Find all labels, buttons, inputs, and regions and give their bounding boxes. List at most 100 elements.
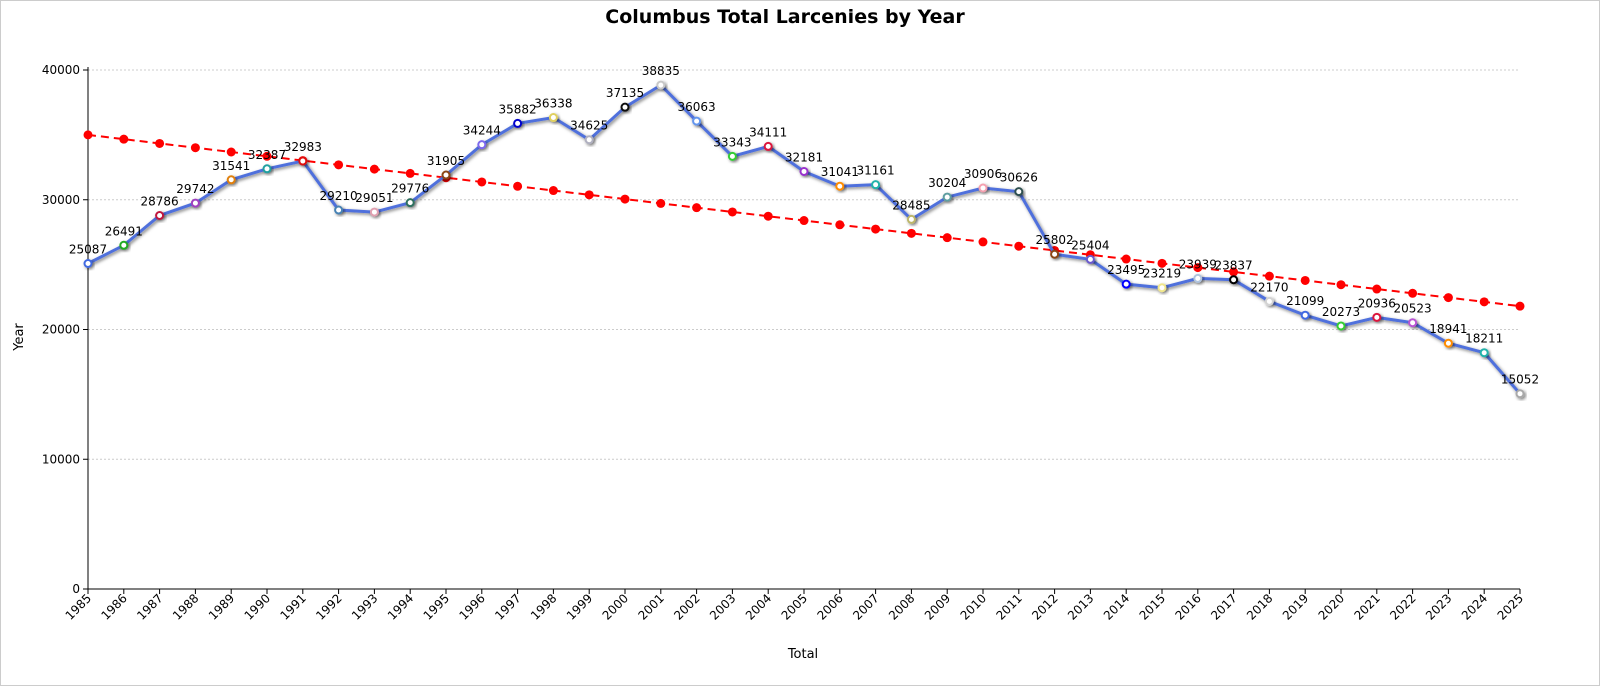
data-point xyxy=(1372,312,1382,322)
data-point xyxy=(226,175,236,185)
data-point xyxy=(1515,389,1525,399)
data-point xyxy=(1121,279,1131,289)
trend-point xyxy=(620,194,630,204)
trend-point xyxy=(226,147,236,157)
data-label: 26491 xyxy=(105,224,143,238)
trend-point xyxy=(799,216,809,226)
trend-point xyxy=(727,207,737,217)
x-tick-label: 1990 xyxy=(242,591,273,622)
data-label: 20523 xyxy=(1394,302,1432,316)
data-label: 30626 xyxy=(1000,171,1038,185)
trend-point xyxy=(942,233,952,243)
data-label: 34625 xyxy=(570,119,608,133)
data-label: 34111 xyxy=(749,125,787,139)
chart-title: Columbus Total Larcenies by Year xyxy=(605,6,965,28)
y-tick-label: 30000 xyxy=(42,193,80,207)
data-label: 33343 xyxy=(713,135,751,149)
data-point xyxy=(978,183,988,193)
x-tick-label: 2007 xyxy=(850,591,881,622)
trend-point xyxy=(262,151,272,161)
data-point xyxy=(441,170,451,180)
y-tick-label: 0 xyxy=(72,582,80,596)
trend-point xyxy=(871,224,881,234)
data-label: 32983 xyxy=(284,140,322,154)
trend-point xyxy=(1229,267,1239,277)
data-label: 18941 xyxy=(1429,322,1467,336)
data-label: 37135 xyxy=(606,86,644,100)
data-label: 31161 xyxy=(857,164,895,178)
data-point xyxy=(942,192,952,202)
data-point xyxy=(155,211,165,221)
data-point xyxy=(83,258,93,268)
trend-point xyxy=(835,220,845,230)
x-tick-label: 2015 xyxy=(1137,591,1168,622)
data-point xyxy=(906,214,916,224)
data-label: 30906 xyxy=(964,167,1002,181)
x-tick-label: 2019 xyxy=(1280,591,1311,622)
x-tick-label: 1988 xyxy=(170,591,201,622)
data-point xyxy=(799,166,809,176)
trend-point xyxy=(1443,293,1453,303)
data-label: 29051 xyxy=(355,191,393,205)
data-point xyxy=(1408,318,1418,328)
trend-point xyxy=(334,160,344,170)
data-point xyxy=(763,141,773,151)
trend-point xyxy=(692,203,702,213)
data-point xyxy=(1193,273,1203,283)
data-point xyxy=(298,156,308,166)
data-point xyxy=(1085,254,1095,264)
data-label: 28485 xyxy=(892,198,930,212)
x-tick-label: 1995 xyxy=(421,591,452,622)
data-point xyxy=(1336,321,1346,331)
data-point xyxy=(190,198,200,208)
trend-point xyxy=(1157,258,1167,268)
x-tick-label: 2013 xyxy=(1065,591,1096,622)
data-point xyxy=(692,116,702,126)
trend-point xyxy=(763,211,773,221)
x-tick-label: 2005 xyxy=(779,591,810,622)
trend-point xyxy=(1193,263,1203,273)
data-point xyxy=(1300,310,1310,320)
data-point xyxy=(1050,249,1060,259)
data-point xyxy=(1157,283,1167,293)
data-label: 28786 xyxy=(141,195,179,209)
trend-point xyxy=(405,168,415,178)
trend-point xyxy=(1479,297,1489,307)
data-point xyxy=(1014,187,1024,197)
trend-point xyxy=(906,228,916,238)
trend-point xyxy=(83,130,93,140)
data-label: 31041 xyxy=(821,165,859,179)
data-label: 29776 xyxy=(391,182,429,196)
x-tick-label: 2018 xyxy=(1244,591,1275,622)
x-tick-label: 1997 xyxy=(492,591,523,622)
x-tick-label: 2010 xyxy=(958,591,989,622)
trend-point xyxy=(548,186,558,196)
trend-point xyxy=(155,138,165,148)
data-label: 22170 xyxy=(1250,280,1288,294)
data-point xyxy=(262,164,272,174)
data-label: 15052 xyxy=(1501,373,1539,387)
data-label: 20273 xyxy=(1322,305,1360,319)
data-label: 36338 xyxy=(534,97,572,111)
trend-point xyxy=(369,164,379,174)
data-label: 38835 xyxy=(642,64,680,78)
trend-point xyxy=(190,143,200,153)
data-point xyxy=(405,198,415,208)
x-tick-label: 2016 xyxy=(1172,591,1203,622)
trend-point xyxy=(584,190,594,200)
data-point xyxy=(119,240,129,250)
x-tick-label: 1986 xyxy=(98,591,129,622)
data-label: 29210 xyxy=(320,189,358,203)
data-point xyxy=(334,205,344,215)
data-point xyxy=(1229,275,1239,285)
data-label: 25802 xyxy=(1036,233,1074,247)
trend-point xyxy=(1336,280,1346,290)
trend-point xyxy=(477,177,487,187)
x-tick-label: 2004 xyxy=(743,591,774,622)
x-tick-label: 1996 xyxy=(456,591,487,622)
data-label: 34244 xyxy=(463,124,501,138)
x-tick-label: 1985 xyxy=(63,591,94,622)
data-label: 32181 xyxy=(785,150,823,164)
x-tick-label: 1992 xyxy=(313,591,344,622)
